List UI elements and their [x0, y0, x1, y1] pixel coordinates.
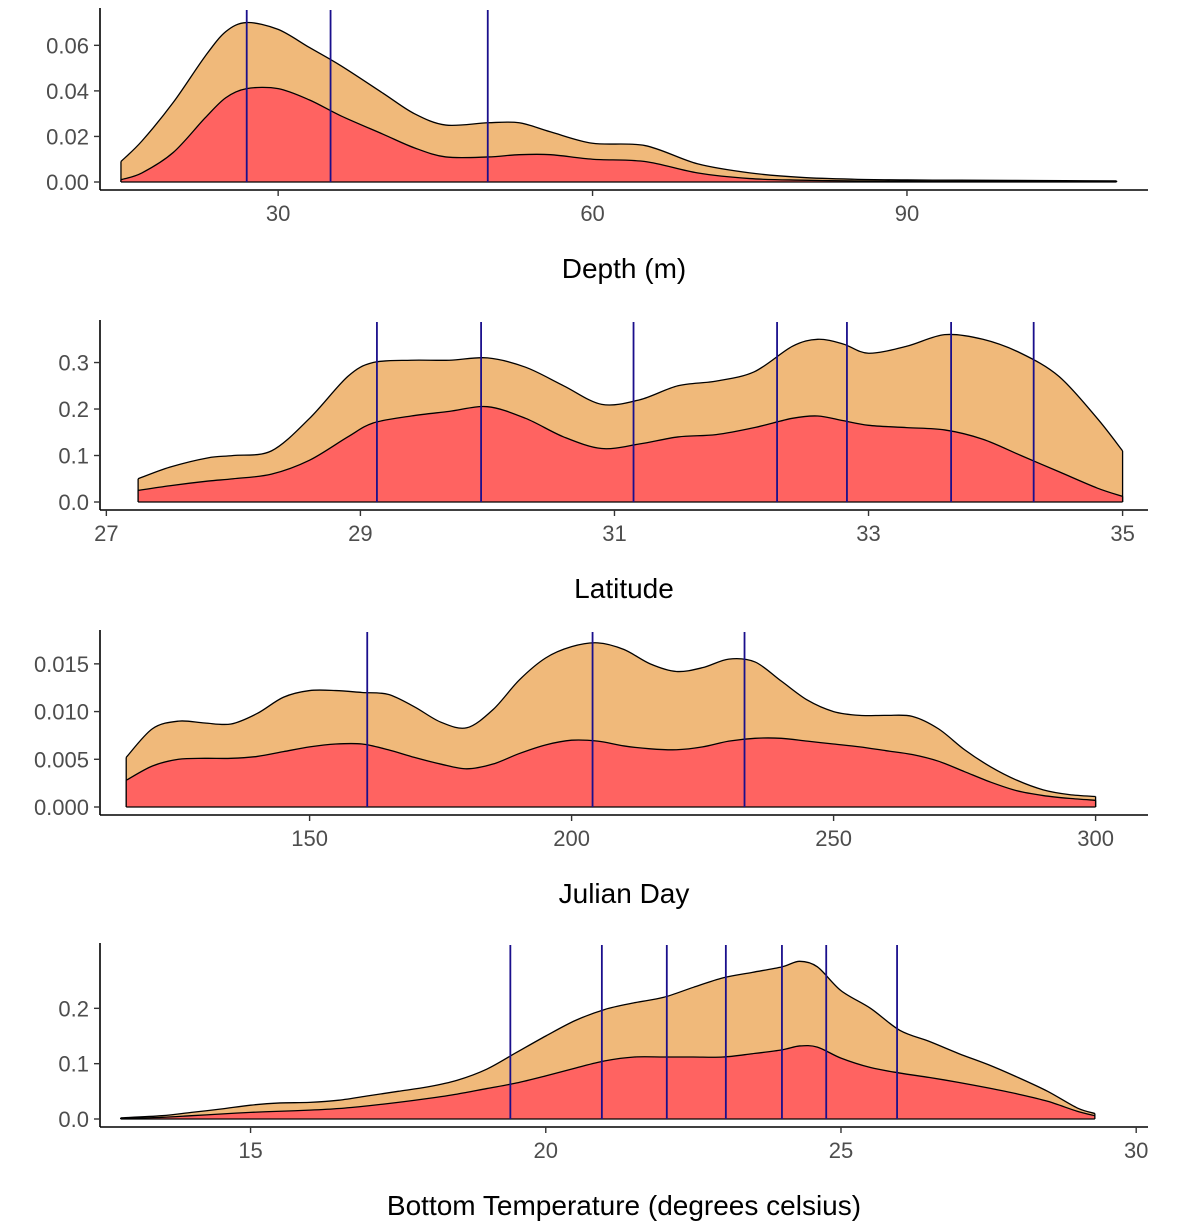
- outer-density-area-outline: [125, 642, 1096, 798]
- x-tick-label: 200: [553, 826, 590, 851]
- inner-density-area-outline: [120, 1044, 1096, 1120]
- y-tick-label: 0.00: [46, 170, 89, 195]
- y-tick-label: 0.015: [34, 652, 89, 677]
- y-tick-label: 0.000: [34, 795, 89, 820]
- inner-density-area: [138, 406, 1123, 502]
- x-tick-label: 25: [829, 1138, 853, 1163]
- y-tick-label: 0.04: [46, 79, 89, 104]
- y-tick-label: 0.1: [58, 1052, 89, 1077]
- x-axis-title: Bottom Temperature (degrees celsius): [387, 1190, 861, 1221]
- inner-density-area-outline: [125, 737, 1096, 801]
- x-tick-label: 29: [348, 521, 372, 546]
- x-tick-label: 20: [534, 1138, 558, 1163]
- y-tick-label: 0.2: [58, 397, 89, 422]
- y-tick-label: 0.010: [34, 700, 89, 725]
- y-tick-label: 0.005: [34, 747, 89, 772]
- x-tick-label: 35: [1110, 521, 1134, 546]
- x-tick-label: 60: [580, 201, 604, 226]
- x-axis-title: Depth (m): [562, 253, 686, 284]
- outer-density-area-outline: [120, 960, 1096, 1119]
- x-tick-label: 150: [291, 826, 328, 851]
- y-tick-label: 0.0: [58, 1107, 89, 1132]
- panel-1: 0.00 0.02 0.04 0.06 30 60 90 Depth (m): [46, 8, 1148, 284]
- y-tick-label: 0.2: [58, 996, 89, 1021]
- x-tick-label: 15: [238, 1138, 262, 1163]
- x-tick-label: 33: [856, 521, 880, 546]
- x-tick-label: 250: [815, 826, 852, 851]
- inner-density-area-outline: [120, 86, 1117, 183]
- panel-4: 0.0 0.1 0.2 15 20 25 30 Bottom Temperature (deg…: [58, 943, 1148, 1221]
- outer-density-area-outline: [137, 333, 1124, 480]
- inner-density-area: [120, 87, 1117, 182]
- panel-3: 0.000 0.005 0.010 0.015 150 200 250 300 Julian D…: [34, 630, 1148, 909]
- outer-density-area-outline: [120, 21, 1117, 182]
- y-tick-label: 0.06: [46, 33, 89, 58]
- x-tick-label: 300: [1077, 826, 1114, 851]
- inner-density-area: [126, 737, 1096, 807]
- x-tick-label: 27: [94, 521, 118, 546]
- y-tick-label: 0.1: [58, 444, 89, 469]
- y-tick-label: 0.3: [58, 351, 89, 376]
- y-tick-label: 0.02: [46, 124, 89, 149]
- x-axis-title: Latitude: [574, 573, 674, 604]
- x-tick-label: 30: [266, 201, 290, 226]
- panel-2: 0.0 0.1 0.2 0.3 27 29 31 33 35 Latitude: [58, 320, 1148, 604]
- inner-density-area-outline: [138, 405, 1123, 498]
- x-axis-title: Julian Day: [559, 878, 690, 909]
- x-tick-label: 90: [895, 201, 919, 226]
- inner-density-area: [120, 1045, 1095, 1119]
- y-tick-label: 0.0: [58, 490, 89, 515]
- x-tick-label: 30: [1124, 1138, 1148, 1163]
- x-tick-label: 31: [602, 521, 626, 546]
